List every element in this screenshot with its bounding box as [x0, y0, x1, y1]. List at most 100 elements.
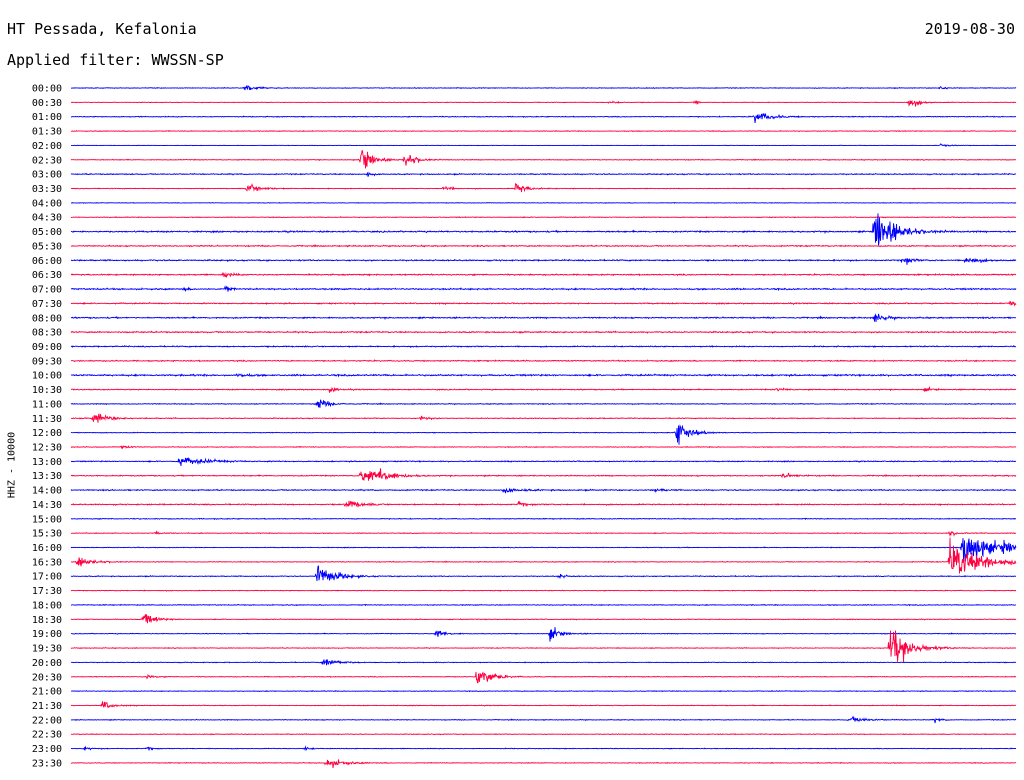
trace-row-2130 — [70, 701, 1017, 708]
trace-row-2000 — [70, 659, 1017, 666]
trace-row-1300 — [70, 456, 1017, 467]
time-tick-label: 01:00 — [32, 112, 62, 123]
trace-row-0830 — [70, 330, 1017, 335]
trace-row-1930 — [70, 630, 1017, 663]
trace-row-1900 — [70, 627, 1017, 642]
time-tick-label: 14:30 — [32, 500, 62, 511]
trace-row-1030 — [70, 385, 1017, 393]
time-tick-label: 16:30 — [32, 557, 62, 568]
trace-row-0000 — [70, 84, 1017, 91]
time-tick-label: 10:30 — [32, 385, 62, 396]
trace-row-0200 — [70, 143, 1017, 147]
time-tick-label: 03:30 — [32, 184, 62, 195]
time-tick-label: 19:30 — [32, 644, 62, 655]
time-tick-labels: 00:00 00:30 01:00 01:30 02:00 02:30 03:00 03:30… — [32, 84, 62, 770]
time-tick-label: 22:30 — [32, 730, 62, 741]
time-tick-label: 20:00 — [32, 658, 62, 669]
filter-label: Applied filter: WWSSN-SP — [7, 51, 224, 69]
time-tick-label: 07:30 — [32, 299, 62, 310]
trace-row-2300 — [70, 745, 1017, 752]
date-label: 2019-08-30 — [924, 20, 1015, 38]
time-tick-label: 15:30 — [32, 529, 62, 540]
trace-row-0400 — [70, 201, 1017, 204]
time-tick-label: 11:00 — [32, 399, 62, 410]
time-tick-label: 22:00 — [32, 715, 62, 726]
time-tick-label: 18:00 — [32, 600, 62, 611]
time-tick-label: 10:00 — [32, 371, 62, 382]
time-tick-label: 18:30 — [32, 615, 62, 626]
time-tick-label: 03:00 — [32, 170, 62, 181]
time-tick-label: 13:00 — [32, 457, 62, 468]
trace-row-0430 — [70, 216, 1016, 219]
time-tick-label: 21:30 — [32, 701, 62, 712]
time-tick-label: 08:30 — [32, 328, 62, 339]
time-tick-label: 14:00 — [32, 486, 62, 497]
trace-row-1500 — [70, 517, 1017, 521]
trace-row-0730 — [70, 300, 1017, 307]
time-tick-label: 08:00 — [32, 313, 62, 324]
time-tick-label: 06:30 — [32, 270, 62, 281]
time-tick-label: 23:00 — [32, 744, 62, 755]
trace-row-1130 — [70, 413, 1017, 423]
trace-row-2330 — [70, 759, 1017, 769]
time-tick-label: 07:00 — [32, 285, 62, 296]
time-tick-label: 02:00 — [32, 141, 62, 152]
time-tick-label: 02:30 — [32, 155, 62, 166]
time-tick-label: 23:30 — [32, 758, 62, 769]
time-tick-label: 17:00 — [32, 572, 62, 583]
seismic-traces — [70, 84, 1017, 769]
trace-row-1330 — [70, 468, 1017, 481]
trace-row-0130 — [70, 129, 1017, 133]
trace-row-0330 — [70, 182, 1017, 193]
trace-row-2100 — [70, 690, 1017, 693]
trace-row-1000 — [70, 372, 1017, 378]
trace-row-0600 — [70, 257, 1017, 265]
time-tick-label: 05:30 — [32, 241, 62, 252]
trace-row-1430 — [70, 500, 1016, 508]
trace-row-0530 — [70, 243, 1017, 248]
time-tick-label: 16:00 — [32, 543, 62, 554]
trace-row-2230 — [70, 733, 1017, 736]
station-title: HT Pessada, Kefalonia — [7, 20, 197, 38]
trace-row-0500 — [70, 213, 1017, 246]
trace-row-0300 — [70, 171, 1017, 177]
trace-row-1800 — [70, 603, 1017, 607]
time-tick-label: 19:00 — [32, 629, 62, 640]
trace-row-1200 — [70, 424, 1017, 445]
trace-row-1230 — [70, 445, 1017, 450]
trace-row-1700 — [70, 565, 1017, 581]
trace-row-1600 — [70, 538, 1017, 562]
trace-row-2200 — [70, 715, 1017, 724]
time-tick-label: 01:30 — [32, 127, 62, 138]
time-tick-label: 15:00 — [32, 514, 62, 525]
time-tick-label: 05:00 — [32, 227, 62, 238]
time-tick-label: 13:30 — [32, 471, 62, 482]
time-tick-label: 00:30 — [32, 98, 62, 109]
trace-row-0030 — [70, 99, 1017, 107]
trace-row-0700 — [70, 285, 1017, 292]
time-tick-label: 09:00 — [32, 342, 62, 353]
time-tick-label: 17:30 — [32, 586, 62, 597]
time-tick-label: 12:30 — [32, 443, 62, 454]
trace-row-0930 — [70, 359, 1017, 363]
trace-row-0630 — [70, 271, 1017, 278]
trace-row-1400 — [70, 487, 1017, 494]
time-tick-label: 04:30 — [32, 213, 62, 224]
trace-row-1100 — [70, 399, 1017, 408]
time-tick-label: 21:00 — [32, 687, 62, 698]
time-tick-label: 09:30 — [32, 356, 62, 367]
trace-row-0900 — [70, 344, 1017, 349]
time-tick-label: 12:00 — [32, 428, 62, 439]
trace-row-1530 — [70, 530, 1017, 538]
trace-row-0800 — [70, 313, 1017, 322]
trace-row-1630 — [70, 537, 1017, 574]
trace-row-0100 — [70, 113, 1017, 124]
trace-row-0230 — [70, 150, 1016, 169]
time-tick-label: 04:00 — [32, 198, 62, 209]
time-tick-label: 06:00 — [32, 256, 62, 267]
trace-row-1730 — [70, 589, 1017, 592]
trace-row-1830 — [70, 614, 1017, 624]
trace-row-2030 — [71, 671, 1017, 684]
time-tick-label: 20:30 — [32, 672, 62, 683]
